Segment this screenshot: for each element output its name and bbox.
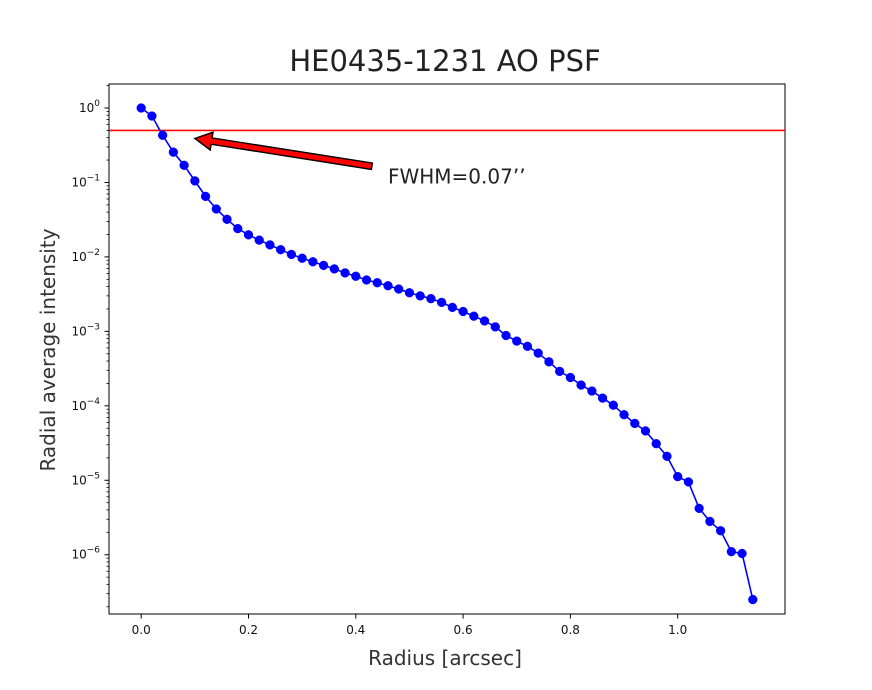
plot-layer: 0.0 0.2 0.4 0.6 0.8 1.010010−110−210−310−410−… [71, 83, 786, 637]
data-point [233, 223, 243, 234]
data-point [179, 160, 189, 170]
y-tick-exponent: −1 [87, 173, 100, 183]
data-point [447, 302, 458, 313]
data-point [200, 191, 211, 202]
y-tick-exponent: −5 [87, 471, 100, 481]
data-point [683, 477, 694, 487]
data-point [737, 548, 747, 559]
data-point [415, 291, 425, 301]
data-point [694, 503, 704, 513]
data-point [243, 230, 254, 240]
data-point [726, 547, 736, 557]
data-point [136, 103, 146, 113]
data-point [265, 240, 275, 250]
y-tick-label: 10−3 [71, 322, 100, 338]
data-point [587, 386, 597, 396]
data-point [630, 418, 640, 429]
data-point [522, 341, 533, 351]
data-point [469, 311, 479, 321]
data-point [479, 316, 490, 326]
plot-frame [108, 83, 786, 615]
data-point [308, 257, 318, 267]
data-point [147, 111, 157, 121]
data-point [286, 249, 297, 260]
y-tick-label: 10−1 [71, 173, 100, 189]
data-point [576, 380, 586, 390]
data-point [168, 147, 179, 157]
y-tick-base: 10 [71, 175, 86, 189]
y-tick-base: 10 [79, 101, 94, 115]
data-point [361, 275, 372, 285]
y-tick-exponent: 0 [94, 99, 100, 109]
y-tick-base: 10 [71, 548, 86, 562]
data-point [297, 253, 307, 263]
y-tick-base: 10 [71, 473, 86, 487]
data-point [329, 264, 339, 274]
y-tick-base: 10 [71, 399, 86, 413]
data-point [715, 526, 726, 536]
data-point [544, 357, 554, 367]
y-tick-exponent: −4 [87, 397, 101, 407]
data-point [490, 322, 500, 332]
x-tick-label: 0.8 [561, 623, 580, 637]
x-axis-label: Radius [arcsec] [368, 646, 522, 670]
data-point [436, 297, 447, 308]
data-point [318, 260, 329, 271]
data-point [404, 288, 415, 298]
data-point [565, 372, 576, 383]
y-axis-label: Radial average intensity [36, 228, 60, 471]
data-point [351, 271, 361, 281]
data-point [597, 393, 608, 403]
data-point [276, 245, 286, 255]
y-tick-base: 10 [71, 250, 86, 264]
y-tick-label: 10−2 [71, 248, 100, 264]
annotation-arrow [193, 131, 374, 171]
data-point [222, 214, 232, 224]
data-point [662, 451, 672, 461]
data-point [158, 130, 168, 140]
data-point [608, 400, 618, 410]
data-point [458, 306, 468, 317]
x-tick-label: 1.0 [668, 623, 687, 637]
data-point [673, 471, 683, 482]
data-point [705, 516, 715, 527]
data-point [372, 278, 382, 288]
data-point [426, 294, 436, 304]
data-point [555, 366, 565, 377]
data-point [340, 268, 350, 278]
data-point [211, 204, 221, 214]
y-tick-exponent: −3 [87, 322, 100, 332]
data-point [640, 426, 651, 436]
y-tick-label: 10−4 [71, 397, 100, 413]
x-tick-label: 0.4 [346, 623, 365, 637]
data-point [190, 176, 200, 186]
data-point [512, 336, 522, 346]
data-point [254, 235, 264, 245]
x-tick-label: 0.2 [239, 623, 258, 637]
annotation-text: FWHM=0.07’’ [388, 165, 526, 189]
chart-title: HE0435-1231 AO PSF [289, 44, 600, 78]
data-point [619, 410, 629, 420]
y-tick-base: 10 [71, 324, 86, 338]
x-tick-label: 0.6 [454, 623, 473, 637]
data-point [533, 348, 543, 358]
data-point [748, 594, 758, 605]
data-point [383, 281, 393, 291]
x-tick-label: 0.0 [132, 623, 151, 637]
y-tick-label: 100 [79, 99, 100, 115]
y-tick-exponent: −6 [87, 546, 101, 556]
y-tick-label: 10−6 [71, 546, 100, 562]
y-tick-exponent: −2 [87, 248, 100, 258]
data-point [651, 439, 661, 449]
y-tick-label: 10−5 [71, 471, 100, 487]
data-point [394, 284, 404, 294]
data-point [501, 330, 511, 341]
series-line [140, 107, 754, 600]
